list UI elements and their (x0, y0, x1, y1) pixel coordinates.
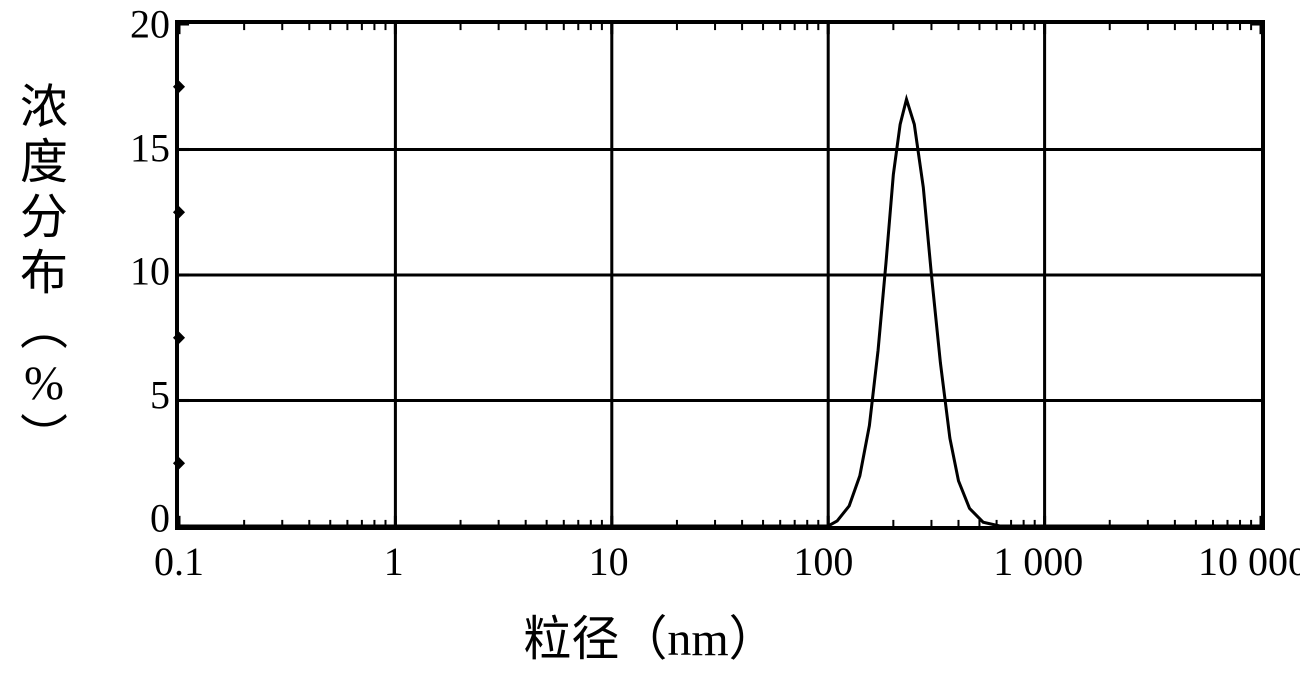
y-axis-label-char: 布 (0, 246, 90, 301)
x-tick-label: 10 000 (1198, 538, 1300, 585)
x-axis-label: 粒径（nm） (0, 599, 1300, 669)
y-tick-label: 0 (115, 495, 170, 542)
y-tick-label: 15 (115, 124, 170, 171)
plot-area (175, 20, 1265, 530)
y-axis-label-char: 浓 (0, 80, 90, 135)
y-axis-label-char: % (0, 356, 90, 411)
y-tick-label: 5 (115, 371, 170, 418)
chart-container: 浓度分布︵%︶ 粒径（nm） 0.1 1 10 100 1 000 10 000 0 5 10 1… (0, 0, 1300, 677)
y-axis-label-char: ︵ (0, 301, 90, 356)
x-tick-label: 1 000 (993, 538, 1083, 585)
x-tick-label: 1 (384, 538, 404, 585)
y-axis-label-char: 度 (0, 135, 90, 190)
chart-svg (179, 24, 1261, 526)
x-tick-label: 100 (793, 538, 853, 585)
y-axis-label-char: 分 (0, 190, 90, 245)
x-tick-label: 0.1 (154, 538, 204, 585)
y-tick-label: 10 (115, 248, 170, 295)
y-axis-label-char: ︶ (0, 411, 90, 466)
x-tick-label: 10 (589, 538, 629, 585)
y-tick-label: 20 (115, 1, 170, 48)
y-axis-label: 浓度分布︵%︶ (0, 80, 90, 466)
